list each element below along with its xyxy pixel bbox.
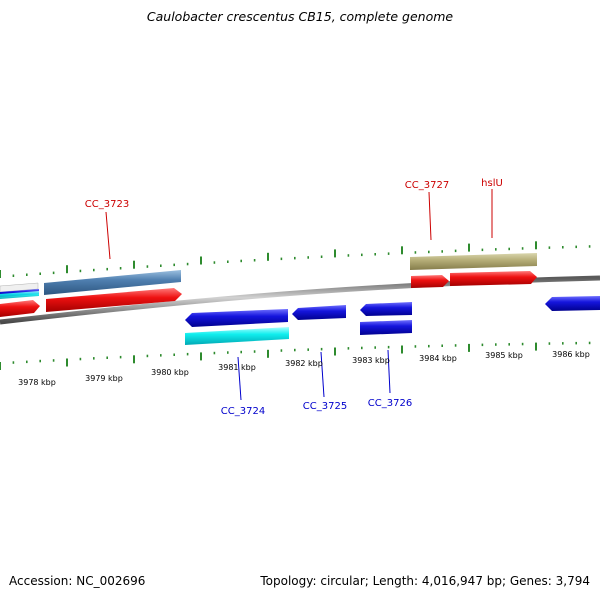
gene-arrow-red-hslu: [450, 271, 537, 286]
gene-arrow-blue-cc3725: [292, 305, 346, 320]
outer-tick-ring: [0, 241, 591, 278]
gene-arrow-red-cc3727: [411, 275, 449, 288]
leader-line-cc3726: [387, 349, 391, 394]
inner-tick-ring: [0, 341, 591, 370]
scale-label: 3978 kbp: [18, 378, 56, 387]
accession-text: Accession: NC_002696: [9, 574, 146, 588]
gene-label-cc3723: CC_3723: [85, 199, 129, 210]
gene-arrow-red-left-edge: [0, 300, 40, 317]
gene-feature-blue-cc3726: [360, 320, 412, 335]
gene-feature-cyan: [185, 327, 289, 345]
gene-label-cc3724: CC_3724: [221, 406, 265, 417]
genome-summary-text: Topology: circular; Length: 4,016,947 bp…: [260, 574, 590, 588]
leader-line-cc3727: [428, 191, 432, 241]
gene-label-cc3725: CC_3725: [303, 401, 347, 412]
scale-label: 3983 kbp: [352, 356, 390, 365]
gene-label-cc3726: CC_3726: [368, 398, 412, 409]
gene-feature-cyan-small: [0, 291, 39, 299]
leader-line-cc3724: [237, 356, 242, 401]
scale-label: 3980 kbp: [151, 368, 189, 377]
gene-feature-khaki: [410, 253, 537, 270]
scale-label: 3984 kbp: [419, 354, 457, 363]
leader-line-cc3725: [320, 351, 325, 398]
gene-arrow-red-cc3723: [46, 288, 182, 312]
gene-feature-steel: [44, 270, 181, 295]
gene-feature-white: [0, 282, 39, 293]
scale-label: 3981 kbp: [218, 363, 256, 372]
scale-label: 3979 kbp: [85, 374, 123, 383]
map-title: Caulobacter crescentus CB15, complete ge…: [146, 9, 454, 24]
gene-arrow-blue-cc3726: [360, 302, 412, 316]
scale-label: 3982 kbp: [285, 359, 323, 368]
gene-label-cc3727: CC_3727: [405, 180, 449, 191]
leader-line-cc3723: [105, 211, 111, 260]
gene-arrow-blue-right-edge: [545, 296, 600, 311]
gene-arrow-blue-cc3724: [185, 309, 288, 327]
scale-label: 3986 kbp: [552, 350, 590, 359]
gene-label-hslu: hslU: [481, 178, 503, 189]
scale-label: 3985 kbp: [485, 351, 523, 360]
